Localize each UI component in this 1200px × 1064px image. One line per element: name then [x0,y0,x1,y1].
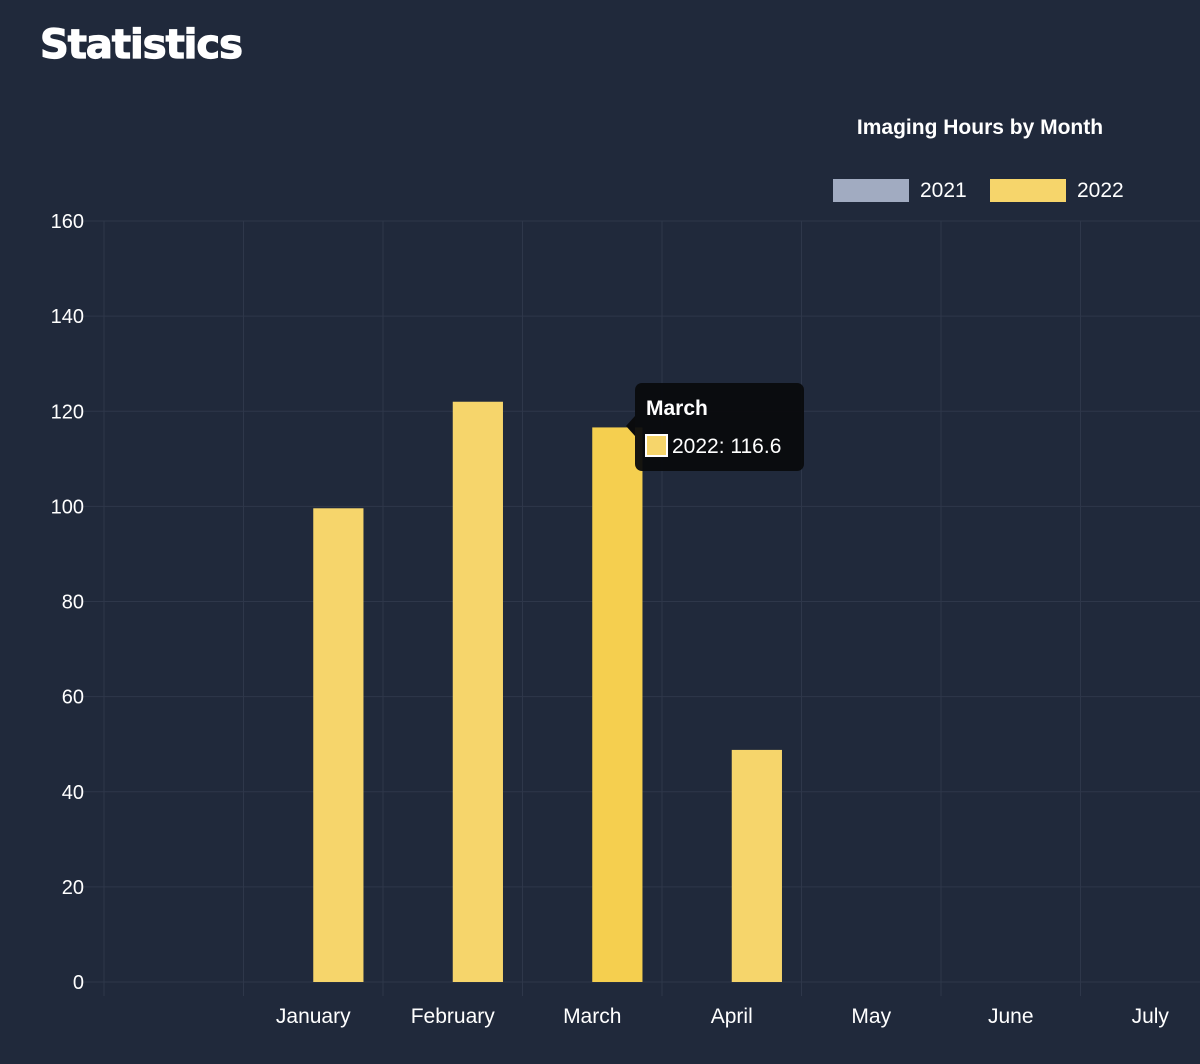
x-tick-label: January [276,1005,351,1028]
bar-2022-march [592,427,643,982]
y-tick-label: 40 [62,782,84,804]
page-title: Statistics [39,21,243,68]
tooltip-title: March [646,397,708,420]
x-tick-label: April [711,1005,753,1028]
chart-grid [82,220,1200,996]
legend-swatch-2021 [833,179,909,202]
y-tick-label: 20 [62,877,84,899]
x-tick-label: July [1132,1005,1170,1028]
x-axis-tick-labels: January February March April May June July [276,1005,1170,1028]
bar-2022-january [313,508,364,982]
y-tick-label: 0 [73,972,84,994]
legend-label-2021: 2021 [920,179,967,202]
legend-swatch-2022 [990,179,1066,202]
x-tick-label: February [411,1005,496,1028]
legend-label-2022: 2022 [1077,179,1124,202]
x-tick-label: March [563,1005,621,1028]
tooltip-box [635,383,804,471]
chart-bars [313,401,782,982]
bar-2022-february [452,401,503,982]
y-tick-label: 60 [62,687,84,709]
y-axis-tick-labels: 0 20 40 60 80 100 120 140 160 [51,211,84,994]
chart-tooltip: March 2022: 116.6 [626,383,804,471]
x-tick-label: June [988,1005,1034,1028]
tooltip-caret [626,416,635,436]
y-tick-label: 120 [51,401,84,423]
chart-title: Imaging Hours by Month [857,116,1103,139]
y-tick-label: 140 [51,306,84,328]
chart-legend: 2021 2022 [833,179,1124,202]
y-tick-label: 80 [62,592,84,614]
bar-2022-april [731,749,782,982]
y-tick-label: 100 [51,496,84,518]
tooltip-label: 2022: 116.6 [672,435,781,458]
y-tick-label: 160 [51,211,84,233]
x-tick-label: May [851,1005,891,1028]
tooltip-swatch [645,434,668,457]
